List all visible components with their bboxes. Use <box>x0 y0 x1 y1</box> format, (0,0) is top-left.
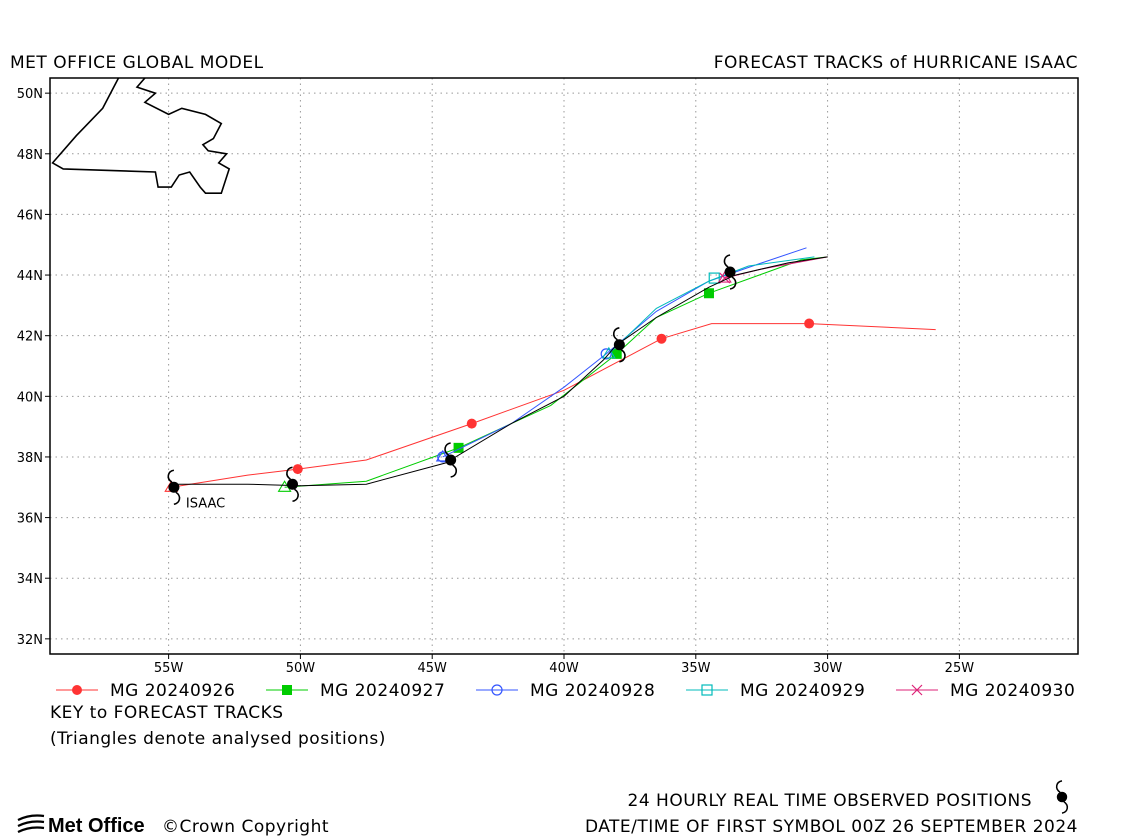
legend-item: MG 20240928 <box>476 681 655 701</box>
legend-label: MG 20240926 <box>110 681 235 701</box>
hurricane-symbol-icon <box>1055 780 1069 814</box>
lon-tick-label: 25W <box>945 661 975 676</box>
observed-track <box>167 254 828 506</box>
lon-tick-label: 30W <box>813 661 843 676</box>
observed-track-line <box>171 256 828 487</box>
key-title: KEY to FORECAST TRACKS <box>50 703 284 723</box>
hurricane-symbol-icon <box>723 254 737 290</box>
coastline-segment <box>51 78 231 194</box>
storm-label: ISAAC <box>186 496 225 511</box>
track-marker <box>282 685 292 695</box>
track-marker <box>292 464 303 475</box>
track-line <box>284 256 828 488</box>
analysed-position-triangle <box>601 346 616 359</box>
lon-tick-label: 55W <box>154 661 184 676</box>
track-marker <box>611 348 622 359</box>
lon-tick-label: 45W <box>418 661 448 676</box>
track-marker <box>804 318 815 329</box>
legend: MG 20240926 MG 20240927 MG 20240928 MG 2024… <box>56 681 1075 701</box>
hurricane-arm <box>173 491 181 506</box>
latitude-ticks: 50N 48N 46N 44N 42N 40N 38N 36N 34N 32N <box>17 87 50 648</box>
legend-item: MG 20240927 <box>266 681 445 701</box>
track-line <box>608 256 815 355</box>
first-symbol-time: DATE/TIME OF FIRST SYMBOL 00Z 26 SEPTEMB… <box>585 817 1078 837</box>
lat-tick-label: 40N <box>17 390 43 405</box>
legend-item: MG 20240929 <box>686 681 865 701</box>
hurricane-arm <box>1061 801 1069 814</box>
hurricane-arm <box>444 442 451 456</box>
forecast-tracks <box>164 247 936 492</box>
legend-label: MG 20240930 <box>950 681 1075 701</box>
lat-tick-label: 34N <box>17 572 43 587</box>
coastline <box>51 78 231 194</box>
met-office-logo: Met Office <box>17 814 145 837</box>
hurricane-arm <box>723 254 731 268</box>
track-mg-20240926 <box>164 318 936 492</box>
hurricane-eye <box>724 266 736 278</box>
hurricane-symbol-icon <box>1055 780 1069 814</box>
legend-item: MG 20240926 <box>56 681 235 701</box>
lat-tick-label: 46N <box>17 208 43 223</box>
lat-tick-label: 36N <box>17 512 43 527</box>
hurricane-eye <box>287 478 299 490</box>
hurricane-arm <box>292 488 299 503</box>
lat-tick-label: 44N <box>17 269 43 284</box>
track-marker <box>703 288 714 299</box>
hurricane-arm <box>729 276 737 290</box>
analysed-position-triangle <box>717 271 732 283</box>
lon-tick-label: 50W <box>286 661 316 676</box>
observed-positions-label: 24 HOURLY REAL TIME OBSERVED POSITIONS <box>628 791 1032 811</box>
hurricane-arm <box>619 349 626 363</box>
copyright: ©Crown Copyright <box>162 817 329 837</box>
legend-label: MG 20240928 <box>530 681 655 701</box>
key-note: (Triangles denote analysed positions) <box>50 729 386 749</box>
hurricane-eye <box>168 481 180 493</box>
legend-label: MG 20240927 <box>320 681 445 701</box>
track-line <box>171 323 936 488</box>
hurricane-arm <box>167 469 175 483</box>
longitude-ticks: 55W 50W 45W 40W 35W 30W 25W <box>154 654 974 676</box>
lat-tick-label: 50N <box>17 87 43 102</box>
track-marker <box>491 684 503 696</box>
hurricane-symbol-icon <box>444 442 458 478</box>
track-marker <box>701 684 713 696</box>
track-marker <box>656 333 667 344</box>
hurricane-symbol-icon <box>612 326 626 363</box>
lat-tick-label: 32N <box>17 633 43 648</box>
hurricane-symbol-icon <box>286 466 299 503</box>
lon-tick-label: 35W <box>681 661 711 676</box>
track-marker <box>911 684 923 696</box>
hurricane-eye <box>445 454 457 466</box>
lat-tick-label: 38N <box>17 451 43 466</box>
track-marker <box>72 685 82 695</box>
met-office-logo-icon <box>17 814 45 833</box>
lat-tick-label: 48N <box>17 148 43 163</box>
hurricane-arm <box>450 464 458 478</box>
hurricane-arm <box>612 326 620 341</box>
hurricane-arm <box>286 466 293 480</box>
analysed-position-triangle <box>435 449 450 462</box>
track-marker <box>453 442 464 453</box>
lat-tick-label: 42N <box>17 330 43 345</box>
hurricane-eye <box>1056 791 1068 803</box>
track-marker <box>600 348 612 360</box>
lon-tick-label: 40W <box>549 661 579 676</box>
hurricane-eye <box>613 339 625 351</box>
track-mg-20240927 <box>277 256 828 492</box>
legend-label: MG 20240929 <box>740 681 865 701</box>
legend-item: MG 20240930 <box>896 681 1075 701</box>
track-marker <box>708 272 720 284</box>
hurricane-arm <box>1055 780 1063 793</box>
map-frame <box>49 77 1079 655</box>
chart-title: FORECAST TRACKS of HURRICANE ISAAC <box>714 53 1078 73</box>
model-title: MET OFFICE GLOBAL MODEL <box>10 53 264 73</box>
track-mg-20240929 <box>601 256 815 359</box>
graticule <box>50 78 1078 654</box>
track-marker <box>466 418 477 429</box>
logo-text: Met Office <box>48 815 145 837</box>
hurricane-symbol-icon <box>167 469 181 506</box>
